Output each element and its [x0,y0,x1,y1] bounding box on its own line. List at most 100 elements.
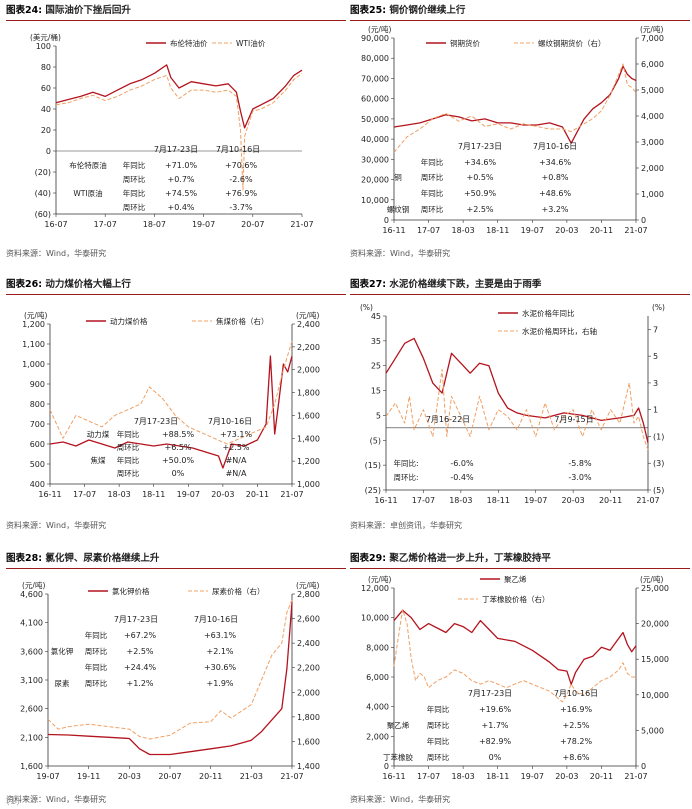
chart-panel-26: 图表26: 动力煤价格大幅上行 (元/吨) (元/吨) 1,200 1,100 1,00… [6,278,346,534]
chart-title: 图表27: 水泥价格继续下跌，主要是由于雨季 [350,278,690,295]
x-tick-label: 21-07 [624,226,647,235]
y-tick-label-left: 4,100 [20,619,43,628]
annotation-value: -5.8% [568,459,592,468]
y-tick-label-left: 80,000 [361,54,389,63]
y-unit-right: (元/吨) [640,24,663,34]
chart-source: 资料来源：Wind，华泰研究 [350,795,451,804]
y-tick-label-left: 900 [30,380,45,389]
legend-label: 水泥价格年同比 [522,308,575,318]
chart-title: 图表24: 国际油价下挫后回升 [6,4,346,21]
y-tick-label-right: 2,200 [297,343,320,352]
annotation-header: 7月10-16日 [216,145,260,154]
series-line-0 [393,65,637,144]
annotation-label: 年同比 [421,188,444,198]
annotation-label: 年同比 [421,157,444,167]
chart-number: 图表27: [350,279,387,290]
annotation-value: +78.2% [560,737,593,746]
annotation-value: #N/A [226,469,247,478]
annotation-name: 聚乙烯 [387,720,410,730]
annotation-value: +0.8% [541,173,568,182]
y-tick-label-left: 10,000 [361,196,389,205]
y-tick-label-right: 7 [653,325,658,334]
y-tick-label-left: 12,000 [361,584,389,593]
y-unit-left: (元/吨) [22,580,45,590]
chart-title: 图表28: 氯化钾、尿素价格继续上升 [6,552,346,569]
annotation-label: 周环比 [85,646,108,656]
x-tick-label: 16-07 [44,220,67,229]
y-unit-right: (%) [652,303,665,312]
y-tick-label-right: (1) [653,432,664,441]
y-tick-label-left: (15) [365,461,381,470]
annotation-value: +2.1% [206,647,233,656]
y-tick-label-right: 2,000 [297,688,320,697]
y-tick-label-left: 10,000 [361,614,389,623]
x-tick-label: 18-11 [486,772,509,781]
x-tick-label: 20-11 [599,496,622,505]
y-tick-label-right: (5) [653,486,664,495]
annotation-label: 年同比 [117,455,140,465]
chart-title: 图表26: 动力煤价格大幅上行 [6,278,346,295]
legend-label: 氯化钾价格 [112,586,150,596]
y-tick-label-left: 90,000 [361,34,389,43]
annotation-value: +71.0% [165,161,198,170]
y-tick-label-left: (40) [35,189,51,198]
x-tick-label: 17-07 [417,226,440,235]
annotation-value: 0% [172,469,185,478]
y-tick-label-left: 600 [30,440,45,449]
x-tick-label: 17-07 [412,496,435,505]
series-line-1 [385,369,649,450]
annotation-header: 7月10-16日 [208,417,252,426]
annotation-value: +67.2% [124,631,157,640]
y-unit-right: (元/吨) [640,574,663,584]
chart-source: 资料来源：Wind，华泰研究 [350,249,451,258]
x-tick-label: 20-11 [246,490,269,499]
annotation-value: -2.6% [229,175,253,184]
x-tick-label: 18-11 [486,226,509,235]
y-tick-label-right: 7,000 [641,34,664,43]
chart-title-text: 水泥价格继续下跌，主要是由于雨季 [389,279,542,290]
annotation-value: +30.6% [204,663,237,672]
x-tick-label: 16-11 [38,490,61,499]
legend-label: 铜期货价 [450,38,480,48]
chart-number: 图表28: [6,553,43,564]
y-tick-label-left: 3,100 [20,676,43,685]
annotation-value: +2.5% [562,721,589,730]
annotation-label: 年同比 [123,160,146,170]
y-tick-label-right: 1,800 [297,713,320,722]
annotation-value: +2.5% [126,647,153,656]
x-tick-label: 21-07 [624,772,647,781]
x-tick-label: 18-03 [108,490,131,499]
y-tick-label-left: 400 [30,480,45,489]
x-tick-label: 18-11 [142,490,165,499]
x-tick-label: 21-03 [240,772,263,781]
annotation-value: -0.4% [450,473,474,482]
annotation-value: +76.9% [225,189,258,198]
y-tick-label-left: 5 [376,411,381,420]
annotation-name: 焦煤 [91,455,106,465]
y-tick-label-left: 40 [41,105,51,114]
x-tick-label: 19-11 [77,772,100,781]
x-tick-label: 16-11 [374,496,397,505]
y-tick-label-left: 6,000 [366,673,389,682]
annotation-label: 年同比 [117,429,140,439]
y-tick-label-left: 800 [30,400,45,409]
y-tick-label-right: 2,800 [297,590,320,599]
annotation-label: 年同比 [85,662,108,672]
y-tick-label-left: (20) [35,168,51,177]
annotation-value: +50.9% [464,189,497,198]
series-line-1 [393,63,637,153]
annotation-label: 周环比 [421,172,444,182]
x-tick-label: 18-03 [452,226,475,235]
y-tick-label-right: 2,400 [297,639,320,648]
x-tick-label: 18-03 [449,496,472,505]
annotation-value: +1.7% [481,721,508,730]
annotation-name: 尿素 [55,678,70,688]
y-tick-label-left: 20,000 [361,176,389,185]
x-tick-label: 20-03 [555,226,578,235]
legend-label: 焦煤价格（右） [216,316,269,326]
y-tick-label-left: 2,100 [20,733,43,742]
annotation-header: 7月10-16日 [554,689,598,698]
chart-title: 图表25: 铜价钢价继续上行 [350,4,690,21]
y-tick-label-right: 1,000 [641,190,664,199]
x-tick-label: 17-07 [94,220,117,229]
